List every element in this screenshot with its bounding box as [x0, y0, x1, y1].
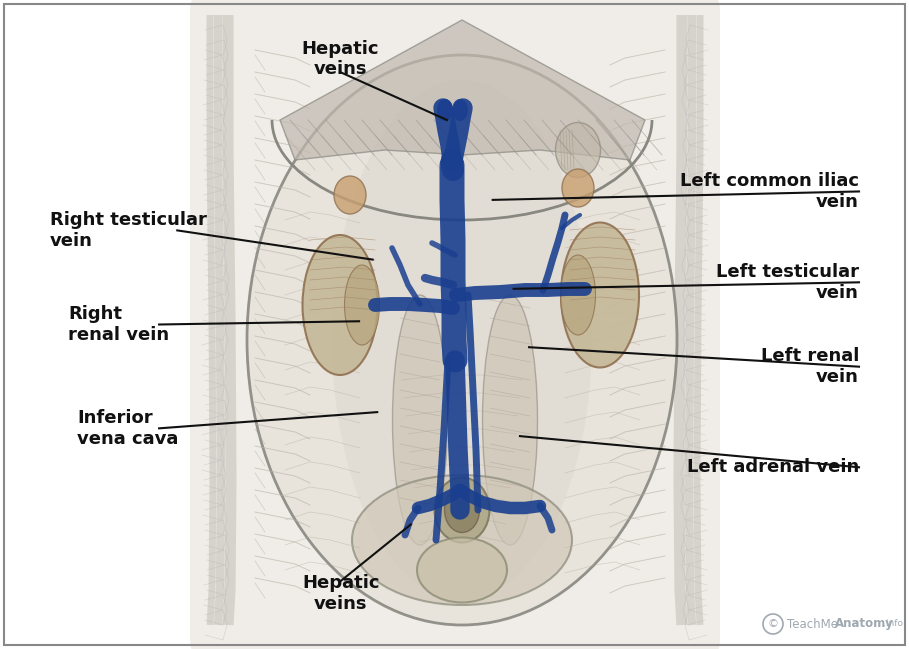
Ellipse shape [452, 99, 468, 121]
Ellipse shape [445, 487, 480, 532]
Text: Hepatic
veins: Hepatic veins [301, 40, 379, 79]
Text: Right
renal vein: Right renal vein [68, 305, 169, 344]
FancyBboxPatch shape [190, 0, 720, 649]
Ellipse shape [435, 478, 490, 543]
Text: .info: .info [883, 620, 903, 628]
Ellipse shape [555, 123, 601, 177]
Ellipse shape [332, 80, 592, 600]
Ellipse shape [393, 295, 447, 545]
Text: Left renal
vein: Left renal vein [761, 347, 859, 386]
Ellipse shape [417, 537, 507, 602]
Ellipse shape [483, 295, 537, 545]
Ellipse shape [247, 55, 677, 625]
Ellipse shape [352, 475, 572, 605]
Ellipse shape [334, 176, 366, 214]
Ellipse shape [561, 223, 639, 367]
Ellipse shape [437, 99, 453, 121]
Ellipse shape [303, 235, 377, 375]
Text: Inferior
vena cava: Inferior vena cava [77, 409, 179, 448]
Polygon shape [280, 20, 645, 160]
Text: Left adrenal vein: Left adrenal vein [687, 458, 859, 476]
Text: ©: © [767, 619, 778, 629]
Text: TeachMe: TeachMe [787, 617, 838, 630]
Text: Left testicular
vein: Left testicular vein [716, 263, 859, 302]
Ellipse shape [345, 265, 379, 345]
Text: Left common iliac
vein: Left common iliac vein [680, 172, 859, 211]
Text: Hepatic
veins: Hepatic veins [302, 574, 380, 613]
Text: Right testicular
vein: Right testicular vein [50, 211, 207, 250]
Ellipse shape [562, 169, 594, 207]
Text: Anatomy: Anatomy [835, 617, 894, 630]
Ellipse shape [561, 255, 595, 335]
